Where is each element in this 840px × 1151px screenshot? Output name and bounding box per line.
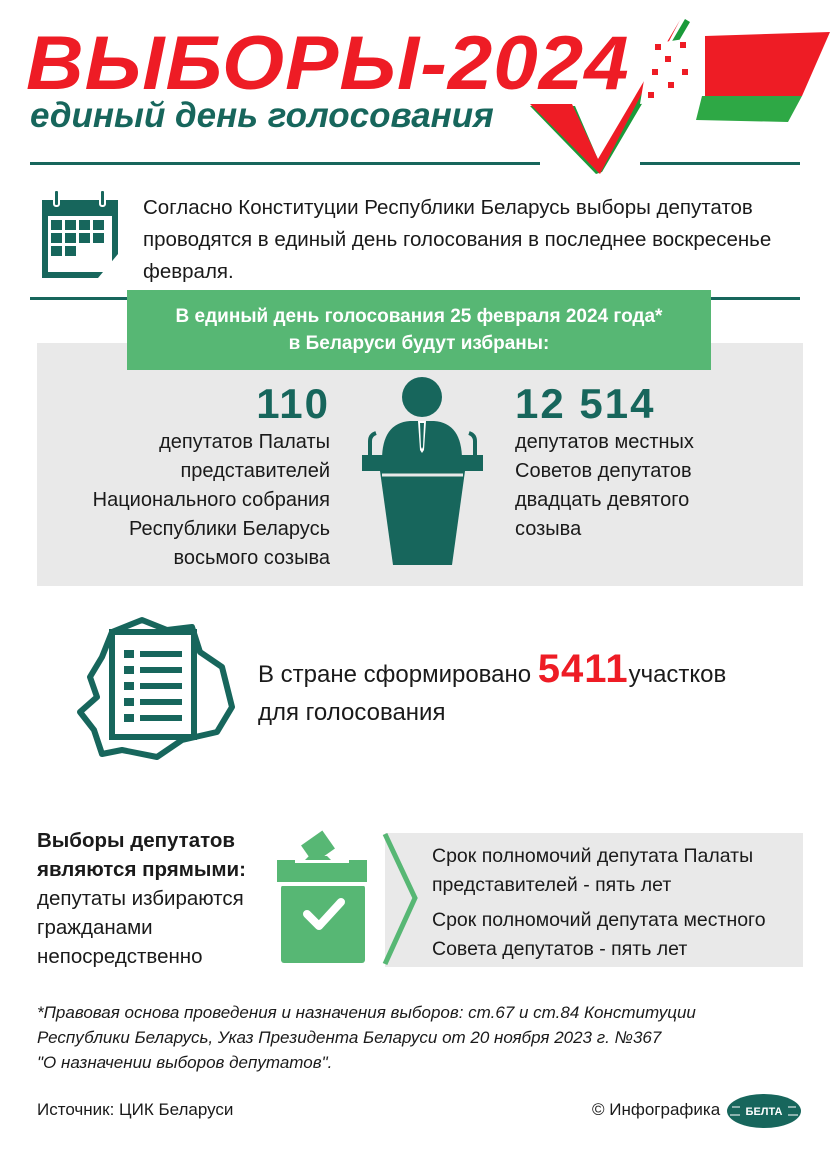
- stations-prefix: В стране сформировано: [258, 661, 538, 688]
- stat-number: 110: [256, 380, 330, 427]
- map-document-icon: [77, 617, 235, 760]
- footnote-line: Республики Беларусь, Указ Президента Бел…: [37, 1028, 662, 1047]
- terms-panel: [385, 833, 803, 967]
- stat-desc-line: Республики Беларусь: [129, 518, 330, 540]
- polling-stations-text: В стране сформировано 5411участков для г…: [258, 647, 727, 732]
- belta-logo: БЕЛТА: [727, 1094, 801, 1128]
- term-item: Срок полномочий депутата местного Совета…: [432, 906, 766, 964]
- term-line: Совета депутатов - пять лет: [432, 938, 688, 960]
- terms-list: Срок полномочий депутата Палаты представ…: [432, 842, 766, 964]
- divider: [640, 162, 800, 165]
- direct-heading-1: Выборы депутатов: [37, 829, 236, 852]
- stat-desc-line: депутатов местных: [515, 431, 694, 453]
- banner-line-2: в Беларуси будут избраны:: [288, 333, 550, 354]
- footnote-line: *Правовая основа проведения и назначения…: [37, 1003, 696, 1022]
- stat-desc-line: восьмого созыва: [173, 547, 330, 569]
- banner-line-1: В единый день голосования 25 февраля 202…: [175, 306, 663, 327]
- page-title: ВЫБОРЫ-2024: [26, 21, 630, 106]
- election-date-banner: В единый день голосования 25 февраля 202…: [127, 290, 711, 370]
- calendar-icon: [42, 189, 118, 278]
- stat-desc-line: созыва: [515, 518, 582, 540]
- direct-line: депутаты избираются: [37, 887, 244, 910]
- direct-elections-text: Выборы депутатов являются прямыми: депут…: [37, 826, 246, 971]
- stat-desc-line: двадцать девятого: [515, 489, 690, 511]
- footnote-line: "О назначении выборов депутатов".: [37, 1053, 333, 1072]
- footnote: *Правовая основа проведения и назначения…: [37, 1000, 696, 1075]
- stat-desc-line: представителей: [180, 460, 330, 482]
- divider: [30, 162, 540, 165]
- term-line: Срок полномочий депутата местного: [432, 909, 766, 931]
- checkmark-flag-icon: [530, 19, 830, 174]
- house-of-representatives-stat: 110 депутатов Палаты представителей Наци…: [40, 380, 330, 573]
- stations-number: 5411: [537, 647, 629, 691]
- stations-suffix: участков: [628, 661, 727, 688]
- stat-desc-line: Советов депутатов: [515, 460, 692, 482]
- direct-heading-2: являются прямыми:: [37, 858, 246, 881]
- stat-desc-line: депутатов Палаты: [159, 431, 330, 453]
- speaker-podium-icon: [362, 377, 483, 565]
- stat-desc-line: Национального собрания: [92, 489, 330, 511]
- term-line: Срок полномочий депутата Палаты: [432, 845, 754, 867]
- svg-text:БЕЛТА: БЕЛТА: [746, 1106, 783, 1118]
- stations-line-2: для голосования: [258, 699, 446, 726]
- intro-text: Согласно Конституции Республики Беларусь…: [143, 196, 772, 283]
- direct-line: непосредственно: [37, 945, 203, 968]
- direct-line: гражданами: [37, 916, 153, 939]
- term-item: Срок полномочий депутата Палаты представ…: [432, 842, 766, 900]
- term-line: представителей - пять лет: [432, 874, 672, 896]
- page-subtitle: единый день голосования: [30, 96, 494, 135]
- local-councils-stat: 12 514 депутатов местных Советов депутат…: [515, 380, 795, 544]
- ballot-box-icon: [277, 830, 418, 966]
- source-text: Источник: ЦИК Беларуси: [37, 1100, 234, 1119]
- stat-number: 12 514: [515, 380, 656, 427]
- credit-text: © Инфографика: [592, 1100, 721, 1119]
